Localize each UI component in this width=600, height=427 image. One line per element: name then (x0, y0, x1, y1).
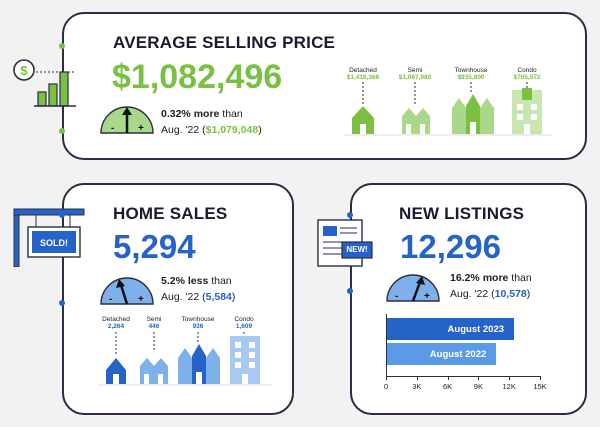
svg-text:-: - (111, 123, 114, 134)
detached-house-icon (106, 358, 126, 384)
townhouse-icon (178, 344, 220, 384)
price-value: $1,082,496 (112, 58, 283, 96)
chart-bar: August 2022 (387, 343, 497, 365)
sales-type-name: Townhouse (181, 316, 215, 323)
sales-title: HOME SALES (113, 204, 228, 223)
svg-text:-: - (109, 294, 112, 305)
chart-tick-label: 0 (383, 382, 389, 391)
svg-text:+: + (138, 123, 144, 134)
growth-chart-icon: $ (13, 59, 76, 107)
chart-tick-mark (509, 376, 511, 380)
price-type-value: $1,416,366 (346, 74, 380, 81)
price-type-name: Townhouse (454, 67, 488, 74)
connector-dot (347, 212, 353, 218)
sales-change: 5.2% less (161, 275, 209, 287)
condo-building-icon (512, 88, 542, 134)
listings-value: 12,296 (400, 228, 501, 265)
sales-value: 5,294 (113, 228, 196, 265)
sales-type-name: Detached (102, 316, 130, 323)
sold-sign-text: SOLD! (40, 238, 68, 248)
price-type-name: Semi (407, 67, 423, 74)
chart-y-axis (386, 314, 387, 376)
price-compare: $1,079,048 (205, 124, 259, 136)
new-listing-document-icon (317, 219, 373, 267)
chart-tick-mark (478, 376, 480, 380)
gauge-icon: - + (386, 274, 440, 302)
semi-house-icon (402, 108, 430, 134)
chart-tick-label: 6K (443, 382, 453, 391)
sales-compare: 5,584 (205, 291, 232, 303)
sales-type-value: 2,264 (107, 323, 125, 330)
connector-dot (347, 288, 353, 294)
connector-dot (59, 128, 65, 134)
listings-change: 16.2% more (450, 272, 509, 284)
price-type-value: $935,800 (457, 74, 485, 81)
chart-tick-mark (447, 376, 449, 380)
chart-tick-label: 9K (473, 382, 483, 391)
price-house-icons (344, 82, 552, 136)
price-type-value: $705,572 (513, 74, 541, 81)
price-title: AVERAGE SELLING PRICE (113, 33, 336, 52)
sales-type-value: 1,609 (235, 323, 253, 330)
condo-building-icon (230, 336, 260, 384)
townhouse-icon (452, 94, 494, 134)
price-type-value: $1,067,980 (398, 74, 432, 81)
average-selling-price-card (62, 12, 587, 160)
svg-text:$: $ (20, 63, 28, 78)
new-badge-text: NEW! (346, 245, 368, 254)
connector-dot (59, 300, 65, 306)
chart-tick-mark (540, 376, 541, 380)
sales-type-value: 446 (148, 323, 160, 330)
gauge-icon: - + (100, 277, 154, 305)
chart-tick-label: 3K (412, 382, 422, 391)
svg-text:-: - (395, 291, 398, 302)
listings-title: NEW LISTINGS (399, 204, 525, 223)
sold-sign-icon (13, 208, 85, 267)
gauge-icon: - + (100, 106, 154, 134)
sales-type-name: Condo (234, 316, 254, 323)
connector-dot (59, 43, 65, 49)
chart-tick-mark (416, 376, 418, 380)
chart-bar: August 2023 (387, 318, 515, 340)
svg-text:+: + (138, 294, 144, 305)
sales-house-icons (98, 332, 272, 386)
price-type-name: Detached (349, 67, 377, 74)
sales-type-name: Semi (146, 316, 162, 323)
listings-bar-chart: August 2023 August 2022 0 3K 6K 9K 12K 15K (384, 314, 547, 394)
price-type-name: Condo (517, 67, 537, 74)
chart-tick-mark (386, 376, 387, 380)
price-change: 0.32% more (161, 108, 220, 120)
listings-compare: 10,578 (494, 288, 527, 300)
semi-house-icon (140, 358, 168, 384)
chart-tick-label: 12K (502, 382, 516, 391)
detached-house-icon (352, 106, 374, 134)
chart-tick-label: 15K (533, 382, 547, 391)
chart-x-axis (386, 376, 541, 377)
sales-type-value: 936 (192, 323, 204, 330)
connector-dot (59, 212, 65, 218)
svg-text:+: + (424, 291, 430, 302)
